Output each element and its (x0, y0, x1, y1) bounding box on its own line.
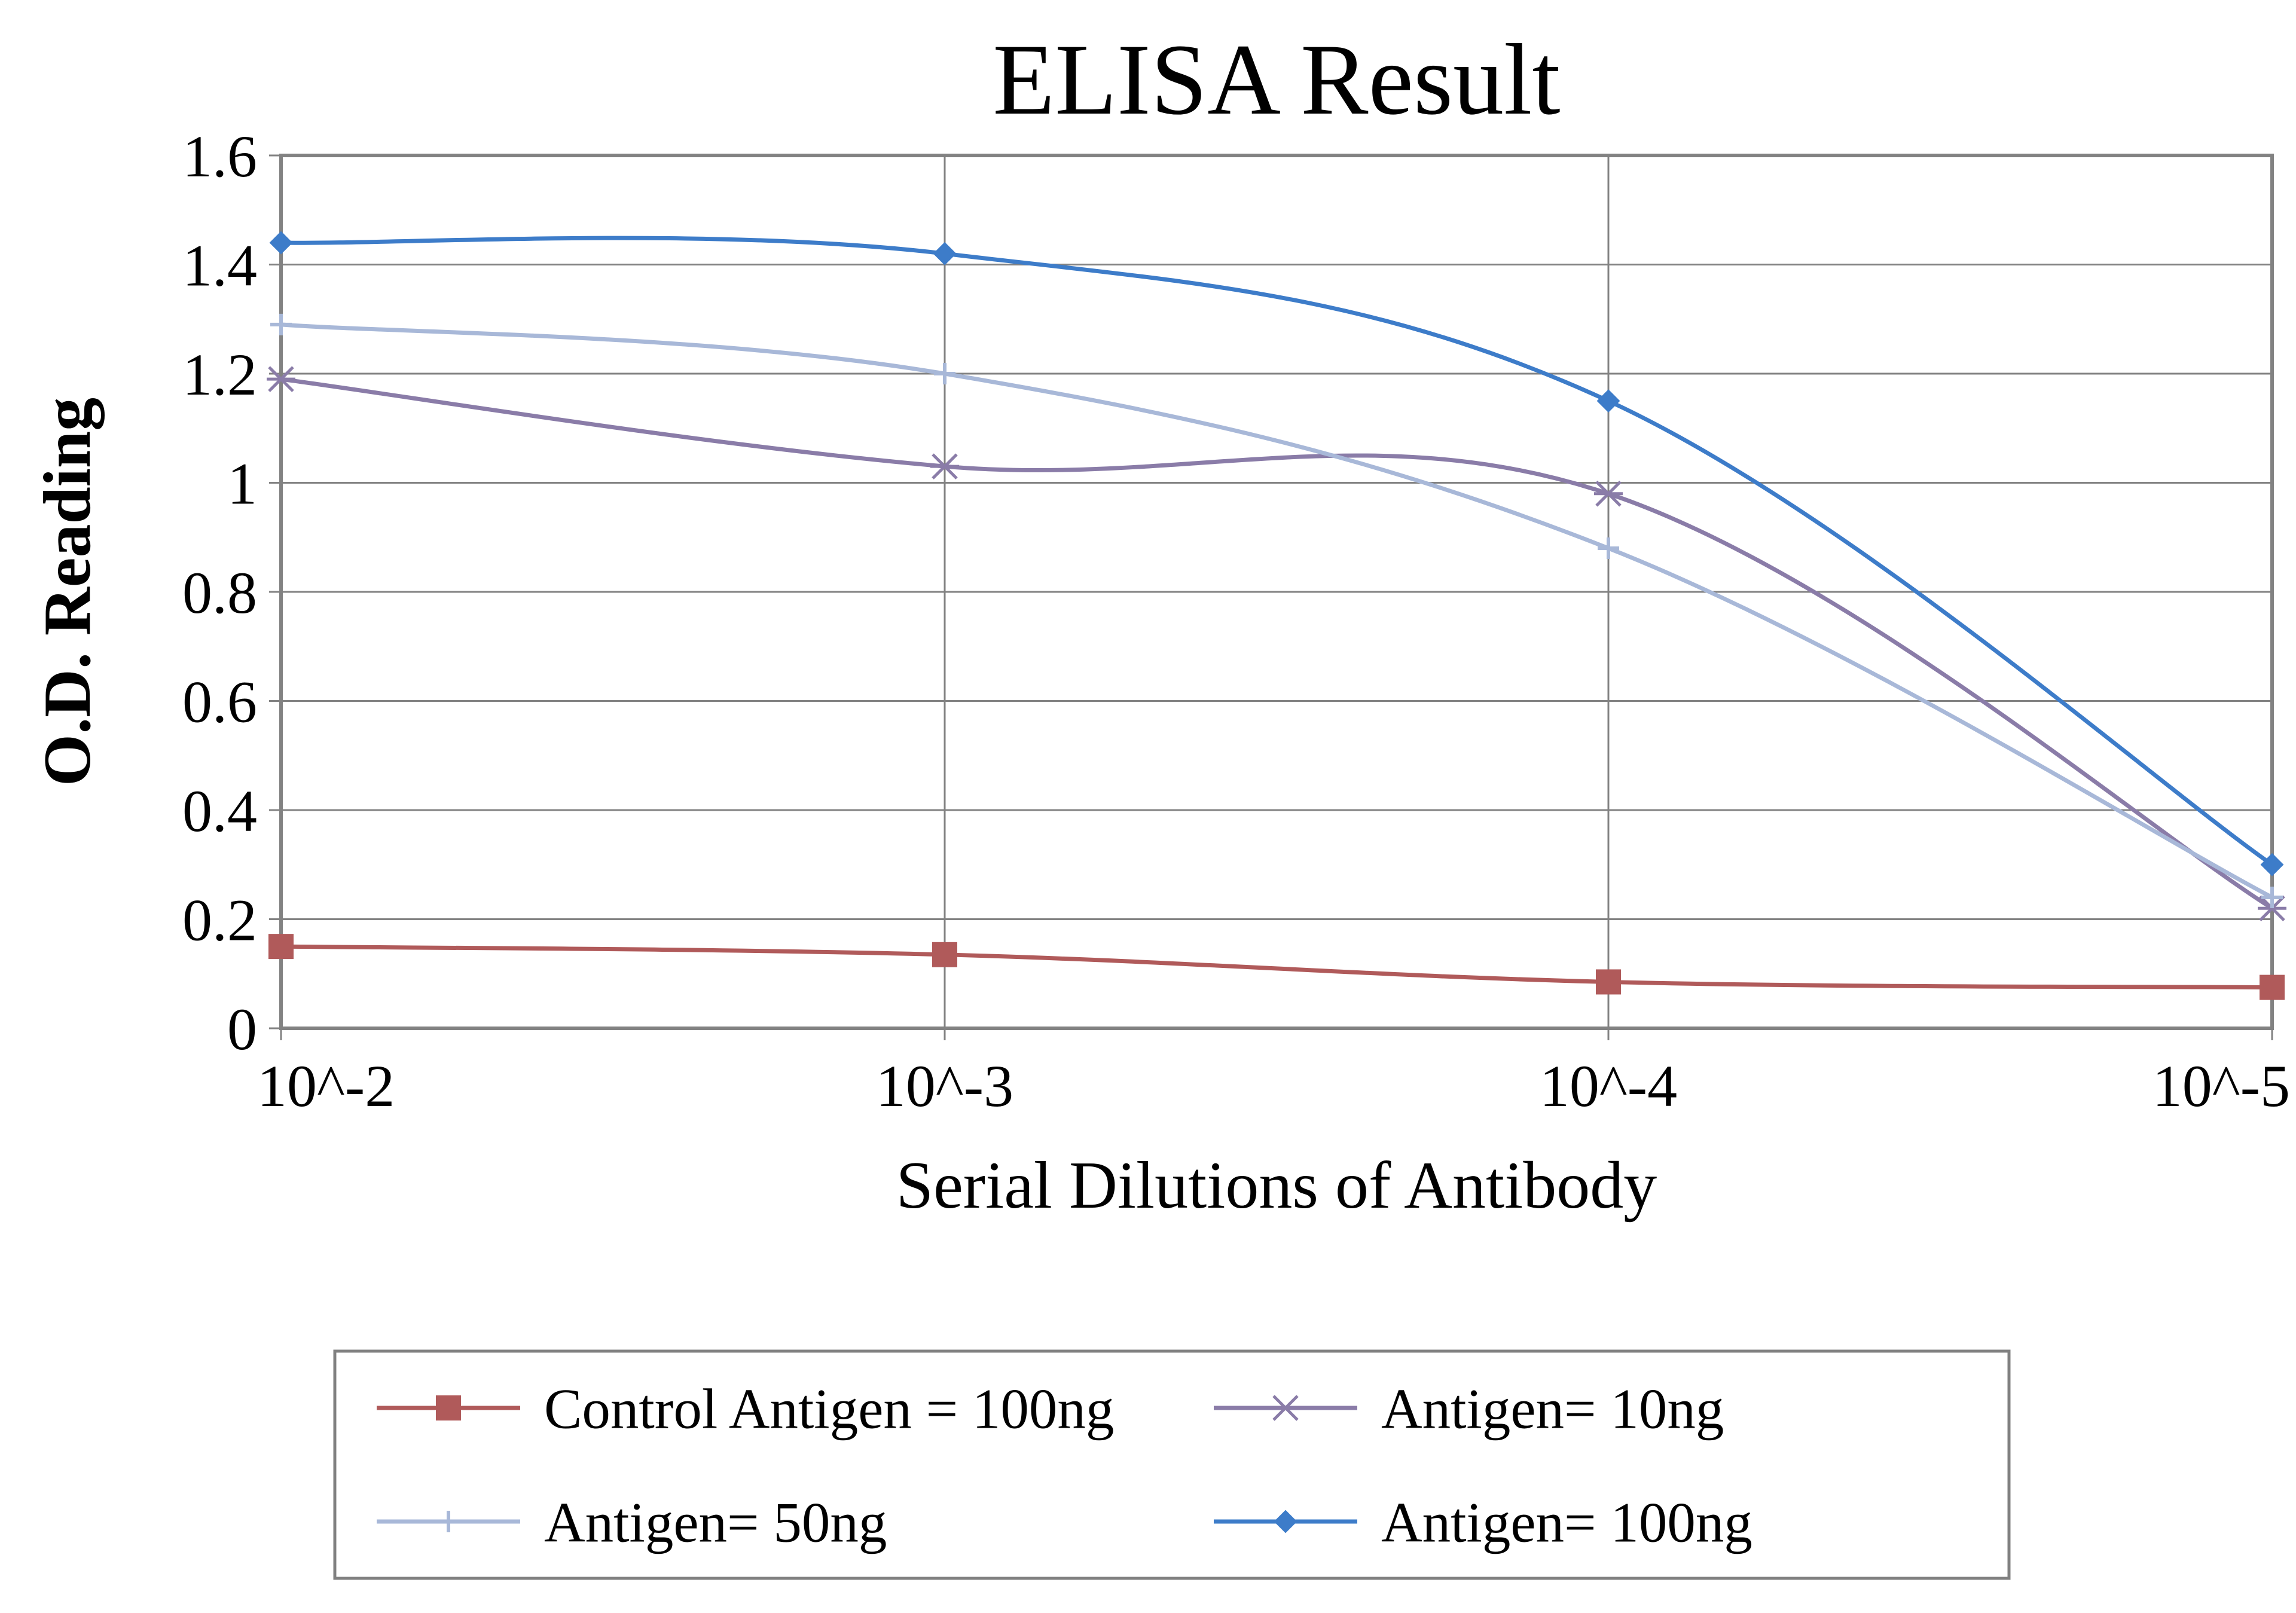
elisa-chart: 0 0.2 0.4 0.6 0.8 1 1.2 1.4 1.6 10^-2 10^-3 10^-4 10… (0, 0, 2296, 1613)
marker-diamond (1275, 1511, 1296, 1532)
xtick-label: 10^-5 (2152, 1053, 2290, 1119)
marker-square (1596, 970, 1620, 994)
chart-title: ELISA Result (993, 23, 1560, 136)
marker-square (436, 1396, 460, 1420)
marker-square (933, 943, 957, 967)
legend-label: Antigen= 10ng (1381, 1377, 1724, 1440)
xtick-label: 10^-3 (876, 1053, 1013, 1119)
xtick-label: 10^-4 (1540, 1053, 1677, 1119)
ytick-label: 0.8 (182, 560, 257, 626)
ytick-label: 1.2 (182, 341, 257, 408)
ytick-label: 0.2 (182, 887, 257, 954)
legend-label: Control Antigen = 100ng (544, 1377, 1114, 1440)
legend-label: Antigen= 50ng (544, 1490, 887, 1554)
y-axis-label: O.D. Reading (30, 398, 105, 786)
ytick-label: 0 (227, 996, 257, 1062)
ytick-label: 0.6 (182, 669, 257, 735)
ytick-label: 1.6 (182, 123, 257, 190)
ytick-label: 0.4 (182, 778, 257, 844)
marker-square (2260, 976, 2284, 1000)
legend-label: Antigen= 100ng (1381, 1490, 1752, 1554)
x-axis-label: Serial Dilutions of Antibody (896, 1148, 1657, 1223)
xtick-label: 10^-2 (257, 1053, 395, 1119)
marker-square (269, 934, 293, 958)
ytick-label: 1.4 (182, 233, 257, 299)
ytick-label: 1 (227, 451, 257, 517)
